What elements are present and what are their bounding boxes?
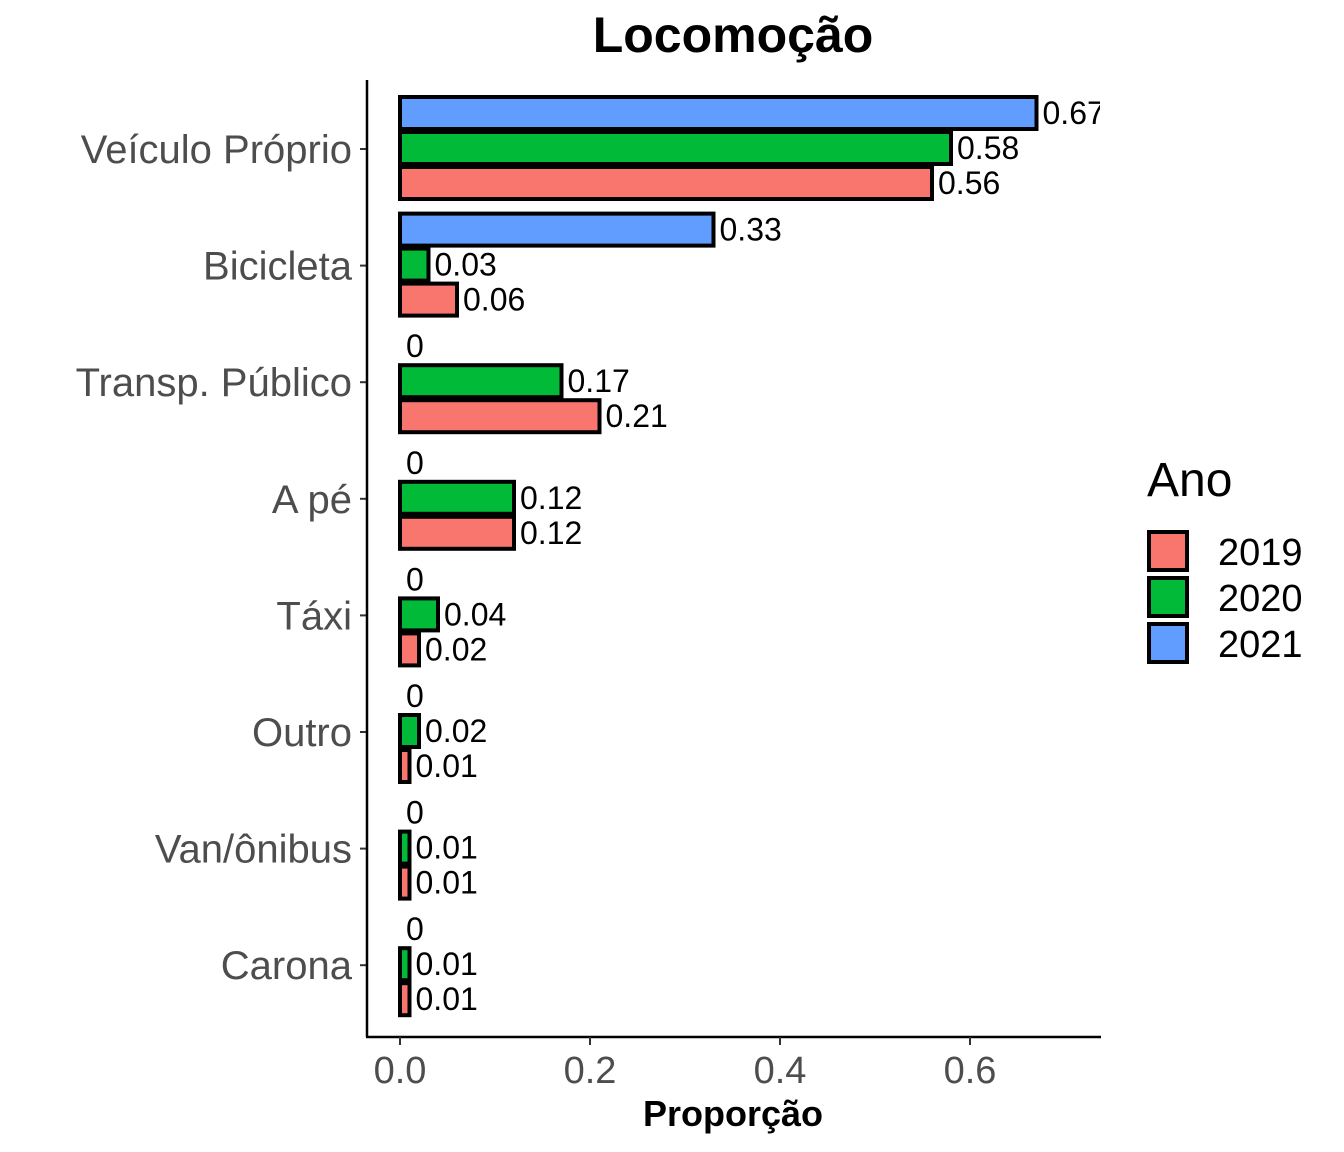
- value-label-2019-5: 0.01: [416, 748, 478, 784]
- value-label-2020-7: 0.01: [416, 946, 478, 982]
- legend-label-2019: 2019: [1218, 532, 1303, 574]
- value-label-2020-0: 0.58: [957, 130, 1019, 166]
- bar-2020-0: [398, 130, 953, 166]
- value-label-2020-4: 0.04: [444, 596, 506, 632]
- value-label-2020-1: 0.03: [435, 247, 497, 283]
- value-label-2019-0: 0.56: [938, 165, 1000, 201]
- y-tick-label-7: Carona: [221, 944, 353, 988]
- bar-2021-1: [398, 211, 716, 248]
- legend-title: Ano: [1147, 454, 1232, 507]
- bar-2020-2: [398, 363, 564, 400]
- y-tick-label-2: Transp. Público: [76, 361, 352, 405]
- legend-swatch-2020: [1147, 576, 1189, 618]
- bar-2019-7: [398, 981, 412, 1018]
- bar-2020-6: [398, 829, 412, 866]
- bar-2019-3: [398, 514, 516, 551]
- bar-2019-0: [398, 165, 934, 201]
- x-tick-label-3: 0.6: [944, 1050, 997, 1092]
- value-label-2021-0: 0.67: [1043, 95, 1105, 131]
- bar-2019-5: [398, 748, 412, 784]
- value-label-2021-5: 0: [406, 678, 424, 714]
- value-label-2020-6: 0.01: [416, 830, 478, 866]
- bar-2019-1: [398, 281, 459, 318]
- legend-swatch-2021: [1147, 622, 1189, 664]
- value-label-2020-2: 0.17: [568, 363, 630, 399]
- chart-title: Locomoção: [593, 7, 874, 63]
- bar-2020-4: [398, 596, 440, 633]
- bar-2020-3: [398, 479, 516, 516]
- value-label-2021-2: 0: [406, 328, 424, 364]
- value-label-2021-4: 0: [406, 561, 424, 597]
- y-tick-label-6: Van/ônibus: [155, 828, 352, 872]
- bar-2020-1: [398, 246, 431, 283]
- bars-layer: 0.670.580.560.330.030.0600.170.2100.120.…: [398, 95, 1105, 1018]
- bar-2019-6: [398, 864, 412, 901]
- bar-2021-0: [398, 95, 1039, 131]
- bar-2019-4: [398, 631, 421, 668]
- bar-2019-2: [398, 398, 602, 435]
- x-tick-label-2: 0.4: [754, 1050, 807, 1092]
- value-label-2019-3: 0.12: [520, 515, 582, 551]
- value-label-2019-4: 0.02: [425, 631, 487, 667]
- value-label-2020-5: 0.02: [425, 713, 487, 749]
- axes-layer: Veículo Próprio Bicicleta Transp. Público A…: [76, 80, 1101, 1092]
- value-label-2019-7: 0.01: [416, 981, 478, 1017]
- legend-label-2020: 2020: [1218, 578, 1303, 620]
- legend-swatch-2019: [1147, 530, 1189, 572]
- y-tick-label-3: A pé: [272, 478, 352, 522]
- value-label-2020-3: 0.12: [520, 480, 582, 516]
- legend-label-2021: 2021: [1218, 624, 1303, 666]
- value-label-2021-6: 0: [406, 795, 424, 831]
- y-tick-label-0: Veículo Próprio: [81, 128, 352, 172]
- value-label-2019-1: 0.06: [463, 282, 525, 318]
- y-tick-label-4: Táxi: [276, 594, 352, 638]
- bar-2020-7: [398, 946, 412, 983]
- value-label-2019-6: 0.01: [416, 865, 478, 901]
- bar-2020-5: [398, 713, 421, 749]
- y-tick-label-1: Bicicleta: [203, 245, 353, 289]
- value-label-2019-2: 0.21: [606, 398, 668, 434]
- value-label-2021-1: 0.33: [720, 212, 782, 248]
- y-tick-label-5: Outro: [252, 711, 352, 755]
- x-tick-label-1: 0.2: [564, 1050, 617, 1092]
- value-label-2021-3: 0: [406, 445, 424, 481]
- value-label-2021-7: 0: [406, 911, 424, 947]
- x-tick-label-0: 0.0: [374, 1050, 427, 1092]
- x-axis-label: Proporção: [643, 1093, 823, 1134]
